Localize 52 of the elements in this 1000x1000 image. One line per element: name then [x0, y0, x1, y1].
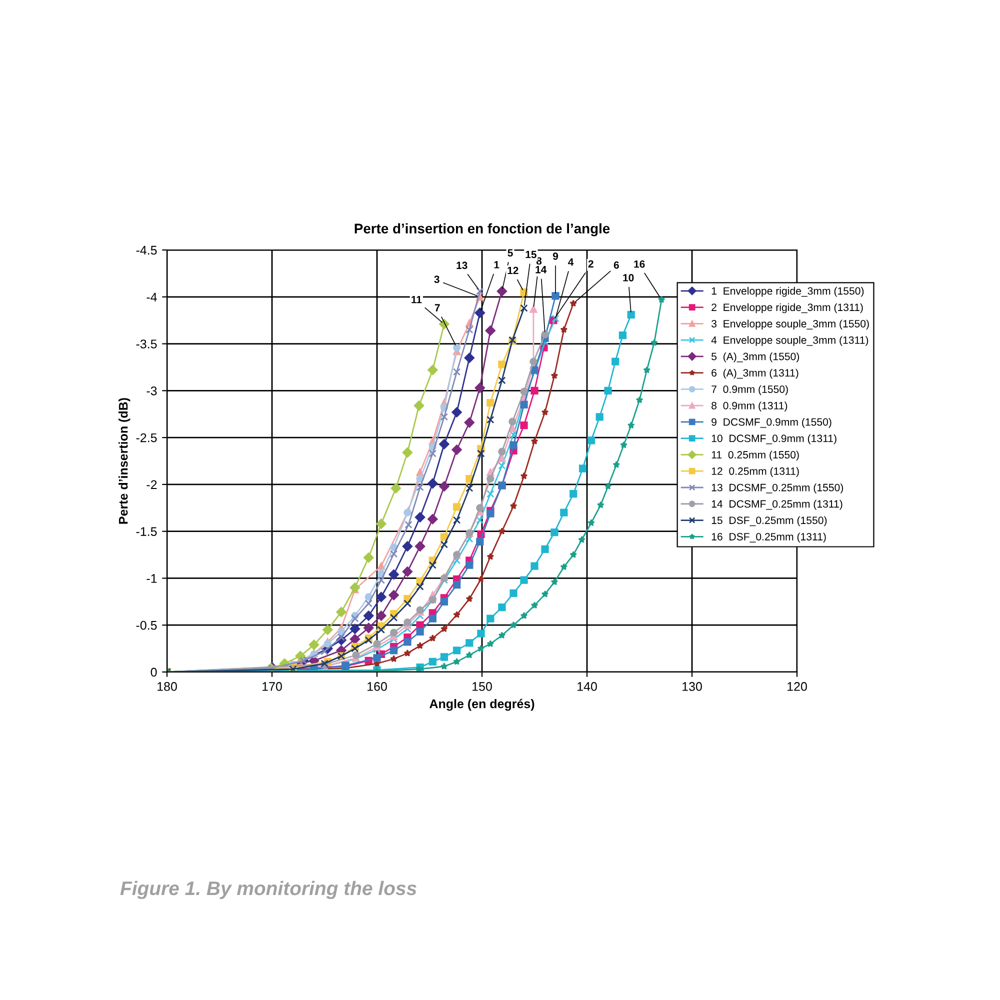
legend-label: 14 DCSMF_0.25mm (1311) [712, 500, 842, 510]
y-tick-label: -2 [146, 480, 157, 489]
annotation: 14 [536, 266, 547, 274]
x-tick-label: 170 [262, 682, 282, 691]
y-tick-label: -3 [146, 386, 157, 396]
legend-label: 15 DSF_0.25mm (1550) [712, 516, 827, 526]
annotation: 16 [634, 260, 645, 268]
legend-label: 6 (A)_3mm (1311) [712, 368, 798, 379]
annotation: 4 [568, 258, 574, 266]
annotation: 11 [412, 296, 422, 304]
annotation: 10 [623, 274, 634, 282]
x-tick-label: 160 [368, 682, 387, 691]
legend-label: 10 DCSMF_0.9mm (1311) [712, 434, 836, 444]
y-tick-label: -4 [146, 292, 157, 302]
y-tick-label: -1.5 [136, 527, 157, 536]
annotation: 1 [494, 261, 500, 268]
annotation: 13 [456, 262, 468, 270]
legend-label: 1 Enveloppe rigide_3mm (1550) [712, 286, 864, 297]
legend-label: 9 DCSMF_0.9mm (1550) [712, 418, 832, 428]
legend-label: 5 (A)_3mm (1550) [712, 352, 800, 362]
y-tick-label: -0.5 [136, 620, 157, 630]
y-tick-label: -3.5 [136, 340, 157, 348]
annotation: 2 [588, 260, 594, 268]
legend-label: 8 0.9mm (1311) [712, 402, 788, 412]
annotation: 6 [614, 261, 619, 269]
annotation: 5 [508, 249, 513, 257]
legend-label: 3 Enveloppe souple_3mm (1550) [711, 320, 869, 330]
legend-label: 12 0.25mm (1311) [712, 467, 799, 477]
x-tick-label: 150 [472, 682, 492, 691]
caption: Figure 1. By monitoring the loss [120, 880, 416, 900]
y-axis-title: Perte d’insertion (dB) [118, 398, 130, 524]
legend-label: 13 DCSMF_0.25mm (1550) [712, 484, 844, 494]
legend-label: 7 0.9mm (1550) [712, 385, 788, 396]
x-tick-label: 140 [578, 682, 597, 691]
x-tick-label: 130 [682, 682, 702, 691]
legend-label: 2 Enveloppe rigide_3mm (1311) [712, 303, 863, 314]
legend-label: 4 Enveloppe souple_3mm (1311) [711, 336, 868, 346]
y-tick-label: -1 [146, 574, 157, 583]
chart-title: Perte d’insertion en fonction de l’angle [354, 223, 610, 236]
x-tick-label: 120 [788, 682, 807, 691]
annotation: 3 [434, 276, 440, 284]
annotation: 7 [434, 304, 440, 312]
x-axis-title: Angle (en degrés) [430, 698, 534, 711]
y-tick-label: -2.5 [136, 433, 157, 442]
legend-label: 11 0.25mm (1550) [712, 450, 799, 461]
x-tick-label: 180 [158, 682, 177, 691]
y-tick-label: 0 [150, 668, 157, 677]
annotation: 12 [508, 266, 518, 274]
legend-label: 16 DSF_0.25mm (1311) [712, 532, 826, 543]
y-tick-label: -4.5 [136, 246, 157, 255]
annotation: 15 [526, 250, 536, 258]
annotation: 9 [552, 252, 558, 260]
